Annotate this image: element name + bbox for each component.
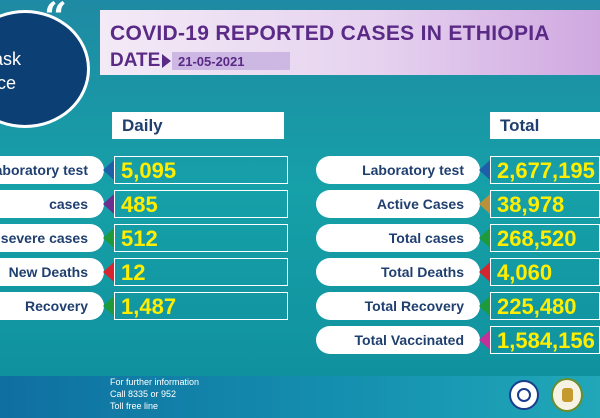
date-value: 21-05-2021 bbox=[172, 52, 290, 70]
daily-value-3: 12 bbox=[114, 258, 288, 286]
total-heading: Total bbox=[490, 112, 600, 139]
page-title: COVID-19 REPORTED CASES IN ETHIOPIA bbox=[110, 22, 550, 45]
arrow-left-icon bbox=[103, 194, 114, 214]
arrow-left-icon bbox=[103, 296, 114, 316]
daily-value-0: 5,095 bbox=[114, 156, 288, 184]
arrow-left-icon bbox=[479, 194, 490, 214]
footer-line-2: Call 8335 or 952 bbox=[110, 389, 177, 399]
daily-value-4: 1,487 bbox=[114, 292, 288, 320]
daily-label-3: New Deaths bbox=[0, 258, 104, 286]
institute-logo-icon bbox=[551, 378, 583, 412]
badge-line-2: service bbox=[0, 73, 17, 93]
arrow-left-icon bbox=[479, 330, 490, 350]
arrow-left-icon bbox=[103, 262, 114, 282]
arrow-left-icon bbox=[479, 262, 490, 282]
total-label-4: Total Recovery bbox=[316, 292, 480, 320]
footer-line-1: For further information bbox=[110, 377, 200, 387]
daily-label-1: cases bbox=[0, 190, 104, 218]
footer-line-3: Toll free line bbox=[110, 401, 159, 411]
date-label: DATE bbox=[110, 50, 161, 71]
total-value-1: 38,978 bbox=[490, 190, 600, 218]
arrow-left-icon bbox=[479, 296, 490, 316]
total-label-0: Laboratory test bbox=[316, 156, 480, 184]
quote-icon: “ bbox=[44, 0, 68, 41]
footer-band bbox=[0, 376, 600, 418]
total-label-5: Total Vaccinated bbox=[316, 326, 480, 354]
total-value-3: 4,060 bbox=[490, 258, 600, 286]
total-value-2: 268,520 bbox=[490, 224, 600, 252]
daily-label-2: severe cases bbox=[0, 224, 104, 252]
total-value-0: 2,677,195 bbox=[490, 156, 600, 184]
arrow-right-icon bbox=[162, 54, 171, 68]
total-label-3: Total Deaths bbox=[316, 258, 480, 286]
total-label-1: Active Cases bbox=[316, 190, 480, 218]
daily-value-1: 485 bbox=[114, 190, 288, 218]
arrow-left-icon bbox=[479, 228, 490, 248]
total-value-4: 225,480 bbox=[490, 292, 600, 320]
arrow-left-icon bbox=[103, 160, 114, 180]
badge-line-1: o Mask bbox=[0, 49, 22, 69]
arrow-left-icon bbox=[479, 160, 490, 180]
daily-value-2: 512 bbox=[114, 224, 288, 252]
daily-heading: Daily bbox=[112, 112, 284, 139]
total-value-5: 1,584,156 bbox=[490, 326, 600, 354]
arrow-left-icon bbox=[103, 228, 114, 248]
daily-label-4: Recovery bbox=[0, 292, 104, 320]
ministry-logo-icon bbox=[509, 380, 539, 410]
total-label-2: Total cases bbox=[316, 224, 480, 252]
daily-label-0: aboratory test bbox=[0, 156, 104, 184]
